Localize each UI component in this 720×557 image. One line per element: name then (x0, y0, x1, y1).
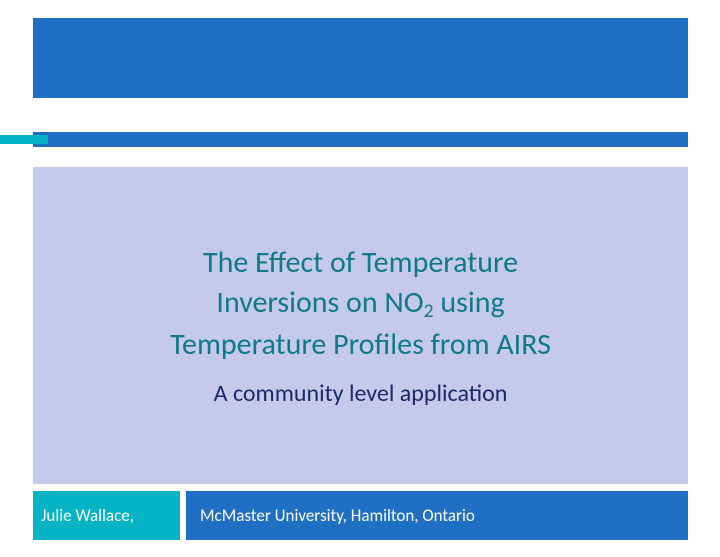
slide-subtitle: A community level application (214, 379, 508, 408)
title-line-1: The Effect of Temperature (203, 244, 518, 281)
divider-stripe-blue (33, 132, 688, 147)
footer-author: Julie Wallace, (33, 491, 180, 540)
divider-stripe-teal-accent (0, 135, 48, 144)
title-line-3: Temperature Profiles from AIRS (170, 326, 551, 363)
title-subscript: 2 (424, 299, 434, 323)
title-line-2-post: using (434, 284, 505, 321)
slide-title: The Effect of Temperature Inversions on … (170, 243, 551, 365)
title-line-2-pre: Inversions on NO (216, 284, 423, 321)
slide: The Effect of Temperature Inversions on … (33, 18, 688, 540)
body-panel: The Effect of Temperature Inversions on … (33, 167, 688, 484)
footer-affiliation: McMaster University, Hamilton, Ontario (186, 491, 688, 540)
footer: Julie Wallace, McMaster University, Hami… (33, 491, 688, 540)
top-band (33, 18, 688, 98)
